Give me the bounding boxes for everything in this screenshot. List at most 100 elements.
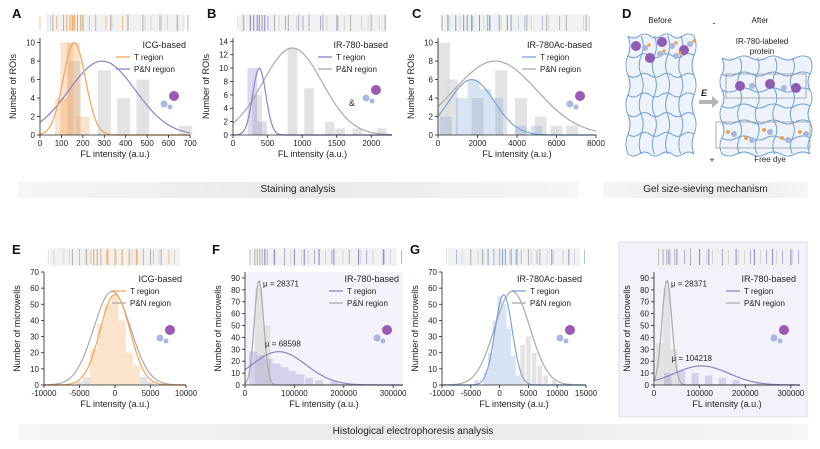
bar-pn bbox=[655, 343, 664, 385]
y-tick-label: 0 bbox=[224, 131, 229, 140]
free-dye-icon bbox=[726, 130, 730, 134]
x-tick-label: 5000 bbox=[520, 389, 538, 398]
y-tick-label: 6 bbox=[31, 76, 36, 85]
y-tick-label: 60 bbox=[640, 310, 649, 319]
mu-label-pn: μ = 28371 bbox=[671, 279, 708, 288]
x-tick-label: 400 bbox=[119, 139, 133, 148]
protein-icon bbox=[749, 137, 755, 143]
protein-icon bbox=[803, 131, 809, 137]
free-dye-label: Free dye bbox=[754, 155, 786, 164]
y-tick-label: 50 bbox=[231, 322, 240, 331]
bar-t bbox=[511, 355, 516, 385]
bar-pn bbox=[75, 381, 84, 385]
chart-title: ICG-based bbox=[138, 274, 182, 284]
chart-panel-b: B 0 500 1000 1500 2000 0 2 4 6 8 10 12 14 FL intensity… bbox=[201, 6, 393, 159]
x-tick-label: -10000 bbox=[430, 389, 455, 398]
y-tick-label: 2 bbox=[31, 113, 36, 122]
protein-icon bbox=[573, 104, 579, 110]
bar-t bbox=[467, 79, 480, 135]
y-tick-label: 4 bbox=[429, 94, 434, 103]
bar-t bbox=[76, 116, 90, 135]
bar-pn bbox=[376, 128, 387, 135]
x-axis-title: FL intensity (a.u.) bbox=[692, 399, 761, 409]
histological-electrophoresis-band: Histological electrophoresis analysis bbox=[18, 424, 808, 440]
bar-pn bbox=[543, 375, 548, 385]
x-tick-label: 1000 bbox=[293, 139, 311, 148]
x-tick-label: -5000 bbox=[69, 389, 90, 398]
y-tick-label: 30 bbox=[640, 345, 649, 354]
x-tick-label: 200 bbox=[76, 139, 90, 148]
bar-t bbox=[329, 381, 338, 385]
fit-curve-t bbox=[653, 365, 800, 386]
bar-t bbox=[272, 363, 281, 385]
gel-mechanism-band: Gel size-sieving mechanism bbox=[603, 182, 808, 198]
free-dye-band-box bbox=[715, 121, 811, 149]
ampersand-annotation: & bbox=[349, 98, 355, 108]
x-tick-label: 0 bbox=[113, 389, 118, 398]
protein-icon bbox=[373, 334, 381, 342]
protein-icon bbox=[669, 43, 675, 49]
bar-pn bbox=[179, 125, 193, 135]
x-tick-label: 100 bbox=[55, 139, 69, 148]
x-axis-title: FL intensity (a.u.) bbox=[80, 399, 149, 409]
legend-label: T region bbox=[530, 287, 559, 296]
chart-panel-a: A 0 100 200 300 400 500 600 700 0 2 4 6 8 10 FL intensi… bbox=[8, 6, 197, 159]
bar-t bbox=[492, 320, 498, 385]
mu-label-t: μ = 68598 bbox=[265, 340, 302, 349]
gel-fiber bbox=[721, 55, 811, 61]
y-tick-label: 20 bbox=[428, 349, 437, 358]
y-tick-label: 20 bbox=[640, 357, 649, 366]
y-tick-label: 0 bbox=[236, 381, 241, 390]
bar-t bbox=[530, 125, 543, 135]
protein-icon bbox=[770, 334, 778, 342]
y-tick-label: 60 bbox=[428, 284, 437, 293]
protein-icon bbox=[380, 338, 386, 344]
legend-label: P&N region bbox=[744, 299, 785, 308]
protein-icon bbox=[563, 338, 569, 344]
legend-label: T region bbox=[130, 287, 159, 296]
bar-pn bbox=[136, 79, 150, 135]
bar-t bbox=[732, 380, 740, 385]
free-dye-icon bbox=[662, 49, 666, 53]
bar-t bbox=[296, 374, 305, 385]
fit-curve-pn bbox=[441, 290, 586, 386]
protein-label-line1: IR-780-labeled bbox=[736, 37, 788, 46]
panel-h-frame bbox=[618, 241, 808, 418]
dye-molecule-icon bbox=[631, 41, 641, 51]
minus-sign: - bbox=[713, 18, 716, 28]
y-tick-label: 6 bbox=[429, 76, 434, 85]
legend-label: T region bbox=[347, 287, 376, 296]
bar-pn bbox=[287, 48, 298, 135]
x-tick-label: 0 bbox=[243, 389, 248, 398]
dye-molecule-icon bbox=[575, 91, 585, 101]
y-tick-label: 4 bbox=[31, 94, 36, 103]
x-tick-label: 15000 bbox=[575, 389, 598, 398]
y-tick-label: 90 bbox=[231, 274, 240, 283]
y-tick-label: 10 bbox=[26, 39, 35, 48]
gel-fiber bbox=[627, 33, 695, 39]
y-tick-label: 60 bbox=[30, 284, 39, 293]
bar-pn bbox=[139, 376, 147, 385]
y-tick-label: 8 bbox=[31, 57, 36, 66]
rug-strip bbox=[444, 14, 590, 32]
chart-title: IR-780-based bbox=[741, 274, 796, 284]
staining-analysis-band: Staining analysis bbox=[18, 182, 578, 198]
chart-title: ICG-based bbox=[142, 40, 186, 50]
y-tick-label: 0 bbox=[645, 381, 650, 390]
bar-t bbox=[497, 296, 502, 385]
bar-pn bbox=[83, 376, 91, 385]
chart-title: IR-780Ac-based bbox=[527, 40, 592, 50]
free-dye-icon bbox=[692, 39, 696, 43]
y-tick-label: 30 bbox=[428, 333, 437, 342]
y-tick-label: 0 bbox=[429, 131, 434, 140]
gel-fiber bbox=[719, 57, 725, 155]
bar-pn bbox=[438, 42, 450, 135]
legend-label: P&N region bbox=[336, 65, 377, 74]
free-dye-icon bbox=[678, 51, 682, 55]
bar-t bbox=[515, 375, 521, 385]
chart-panel-g: G -10000 -5000 0 5000 10000 15000 0 10 20 30 40 50 60… bbox=[410, 242, 598, 409]
bar-t bbox=[248, 351, 257, 385]
bar-pn bbox=[252, 94, 263, 135]
dye-molecule-icon bbox=[382, 325, 392, 335]
bar-t bbox=[60, 42, 74, 135]
